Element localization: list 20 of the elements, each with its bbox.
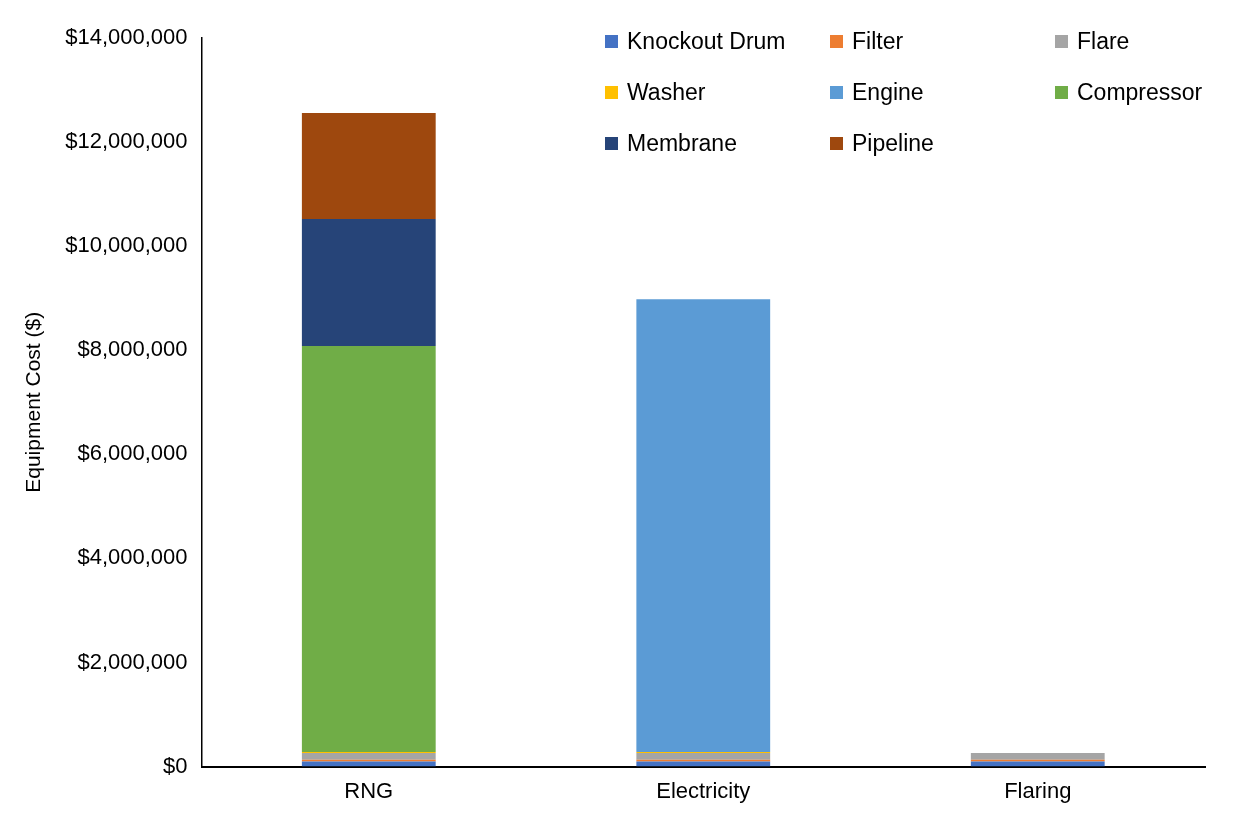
legend-label: Washer	[627, 79, 706, 106]
x-tick-label: Flaring	[1004, 777, 1072, 803]
y-axis-title: Equipment Cost ($)	[21, 311, 45, 493]
y-tick-label: $0	[163, 752, 188, 778]
y-tick-label: $12,000,000	[65, 128, 188, 154]
y-tick-label: $10,000,000	[65, 232, 188, 258]
legend-label: Filter	[852, 28, 904, 55]
legend-label: Membrane	[627, 130, 737, 157]
y-tick-label: $4,000,000	[77, 544, 188, 570]
legend-label: Compressor	[1077, 79, 1203, 106]
legend-label: Flare	[1077, 28, 1130, 55]
x-tick-label: RNG	[344, 777, 394, 803]
legend-label: Pipeline	[852, 130, 934, 157]
y-tick-label: $6,000,000	[77, 440, 188, 466]
x-tick-label: Electricity	[656, 777, 751, 803]
legend-label: Engine	[852, 79, 924, 106]
legend-label: Knockout Drum	[627, 28, 786, 55]
y-tick-label: $14,000,000	[65, 24, 188, 50]
y-tick-label: $8,000,000	[77, 336, 188, 362]
y-tick-label: $2,000,000	[77, 648, 188, 674]
